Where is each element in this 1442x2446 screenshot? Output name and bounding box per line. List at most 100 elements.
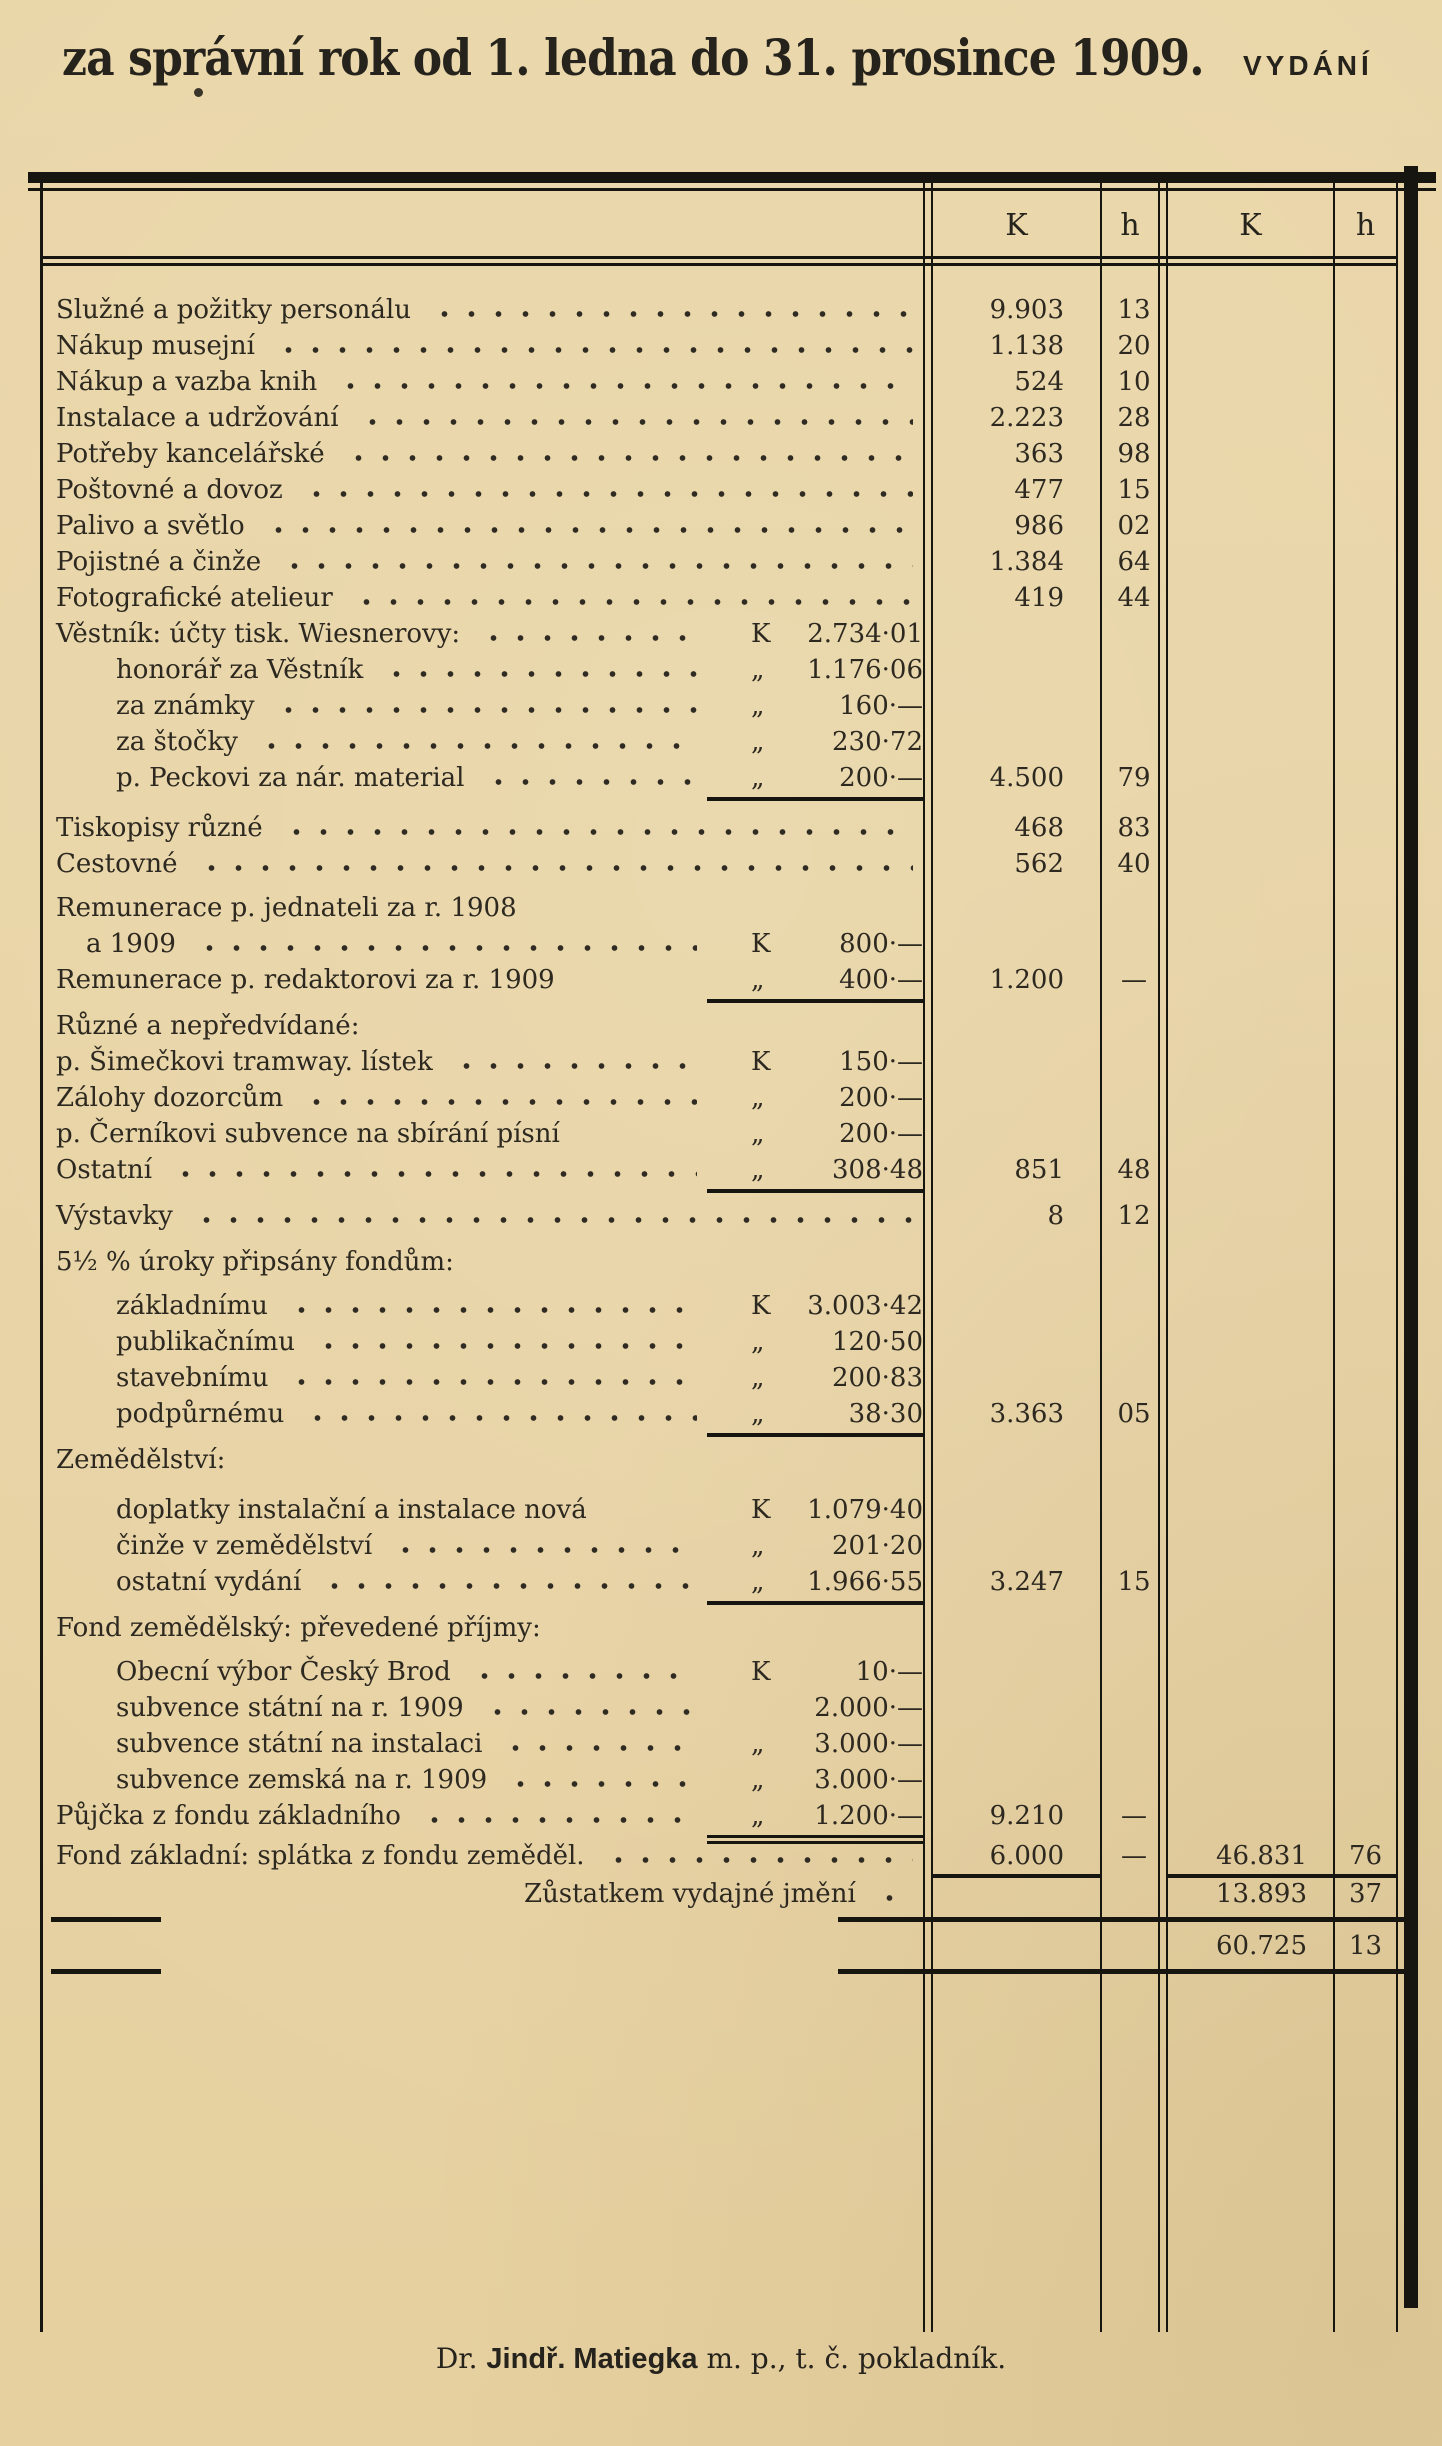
sub-amount-group: „ 3.000·— [707, 1729, 923, 1763]
row-label: Půjčka z fondu základního [56, 1801, 401, 1831]
row-description: stavebnímu „ 200·83 [42, 1360, 933, 1397]
row-label: Instalace a udržování [56, 403, 339, 433]
amount-h2 [1335, 1564, 1396, 1605]
amount-k1: 8 [1047, 1201, 1064, 1231]
sub-amount: 160·— [839, 691, 923, 721]
row-label: 5½ % úroky připsány fondům: [56, 1247, 454, 1277]
table-row: Fond základní: splátka z fondu zeměděl. 6… [42, 1838, 1396, 1878]
table-row: 5½ % úroky připsány fondům: [42, 1244, 1396, 1280]
amount-k1 [933, 724, 1100, 761]
sub-amount-group: K 3.003·42 [707, 1291, 923, 1325]
amount-k1 [933, 1442, 1100, 1478]
sub-amount: 1.966·55 [807, 1567, 923, 1597]
sub-amount-group: K 150·— [707, 1047, 923, 1081]
row-label: Tiskopisy různé [56, 813, 263, 843]
sub-currency: „ [751, 1765, 765, 1795]
amount-k1 [933, 1080, 1100, 1117]
amount-k2 [1168, 760, 1335, 801]
amount-h2 [1335, 544, 1396, 580]
amount-k2 [1168, 724, 1335, 761]
row-label: p. Černíkovi subvence na sbírání písní [56, 1119, 560, 1149]
amount-h2 [1335, 1288, 1396, 1325]
amount-k2 [1168, 962, 1335, 1003]
amount-k1: 3.363 [989, 1399, 1064, 1429]
page-title: za správní rok od 1. ledna do 31. prosin… [62, 28, 1205, 87]
dot-leader [317, 1582, 697, 1590]
sub-amount-group: „ 200·— [707, 763, 923, 801]
row-label: Zůstatkem vydajné jmění [524, 1879, 856, 1909]
table-right-border-thin [1396, 174, 1398, 2332]
amount-k1: 986 [1014, 511, 1064, 541]
table-row: Tiskopisy různé 468 83 [42, 810, 1396, 846]
sub-amount-group: „ 120·50 [707, 1327, 923, 1361]
amount-h2 [1335, 292, 1396, 328]
amount-k2 [1168, 1726, 1335, 1763]
table-row: Fond zemědělský: převedené příjmy: [42, 1610, 1396, 1646]
amount-k1: 2.223 [989, 403, 1064, 433]
table-top-rule-thin [28, 188, 1436, 191]
sub-amount-group: „ 201·20 [707, 1531, 923, 1565]
sub-amount: 201·20 [832, 1531, 923, 1561]
amount-k2 [1168, 1152, 1335, 1193]
amount-h2 [1335, 1360, 1396, 1397]
amount-k2: 60.725 [1216, 1931, 1307, 1961]
dot-leader [270, 346, 913, 354]
amount-h1 [1100, 1528, 1168, 1565]
amount-h2 [1335, 1690, 1396, 1727]
row-description: Výstavky [42, 1198, 933, 1234]
row-label: p. Šimečkovi tramway. lístek [56, 1047, 433, 1077]
row-label: Cestovné [56, 849, 178, 879]
amount-h1: — [1121, 1801, 1147, 1831]
table-row: Ostatní „ 308·48 851 48 [42, 1152, 1396, 1193]
row-label: za štočky [116, 727, 238, 757]
table-row: ostatní vydání „ 1.966·55 3.247 15 [42, 1564, 1396, 1605]
row-description: doplatky instalační a instalace nová K 1.0… [42, 1492, 933, 1529]
sub-amount: 3.000·— [814, 1765, 923, 1795]
row-label: stavebnímu [116, 1363, 269, 1393]
sub-amount: 800·— [839, 929, 923, 959]
amount-k2 [1168, 1610, 1335, 1646]
row-label: Výstavky [56, 1201, 173, 1231]
row-label: doplatky instalační a instalace nová [116, 1495, 587, 1525]
row-description: Remunerace p. redaktorovi za r. 1909 „ 400… [42, 962, 933, 1003]
dot-leader [340, 454, 913, 462]
signature-suffix: m. p., t. č. pokladník. [706, 2342, 1007, 2375]
sub-amount: 2.000·— [814, 1693, 923, 1723]
table-row: za známky „ 160·— [42, 688, 1396, 724]
dot-leader [426, 310, 913, 318]
amount-h2 [1335, 328, 1396, 364]
table-row: p. Šimečkovi tramway. lístek K 150·— [42, 1044, 1396, 1080]
closing-rule-stub [51, 1917, 161, 1922]
amount-h1 [1100, 1492, 1168, 1529]
amount-k2 [1168, 328, 1335, 364]
amount-k2 [1168, 1360, 1335, 1397]
amount-h1: 13 [1117, 295, 1151, 325]
row-label: Ostatní [56, 1155, 153, 1185]
amount-h2 [1335, 1442, 1396, 1478]
sub-amount-group: „ 1.966·55 [707, 1567, 923, 1605]
sub-amount-group: K 800·— [707, 929, 923, 963]
amount-h1 [1100, 1654, 1168, 1691]
sub-amount: 400·— [839, 965, 923, 995]
amount-k1 [933, 890, 1100, 926]
amount-k2 [1168, 1528, 1335, 1565]
amount-k2 [1168, 1442, 1335, 1478]
dot-leader [388, 1546, 697, 1554]
row-label: Věstník: účty tisk. Wiesnerovy: [56, 619, 461, 649]
row-description: Ostatní „ 308·48 [42, 1152, 933, 1193]
header-underline-a [42, 256, 1396, 259]
dot-leader [283, 1306, 697, 1314]
dot-leader [188, 1216, 913, 1224]
amount-h2 [1335, 1008, 1396, 1044]
row-label: Fotografické atelieur [56, 583, 333, 613]
amount-k2 [1168, 890, 1335, 926]
column-header-h2: h [1355, 208, 1376, 243]
sub-currency: „ [751, 1327, 765, 1357]
table-row: Půjčka z fondu základního „ 1.200·— 9.210 — [42, 1798, 1396, 1844]
sub-currency: K [751, 619, 771, 649]
amount-k1 [933, 1492, 1100, 1529]
dot-leader [503, 1780, 697, 1788]
amount-k1: 1.200 [989, 965, 1064, 995]
row-label: Pojistné a činže [56, 547, 262, 577]
row-label: Poštovné a dovoz [56, 475, 283, 505]
